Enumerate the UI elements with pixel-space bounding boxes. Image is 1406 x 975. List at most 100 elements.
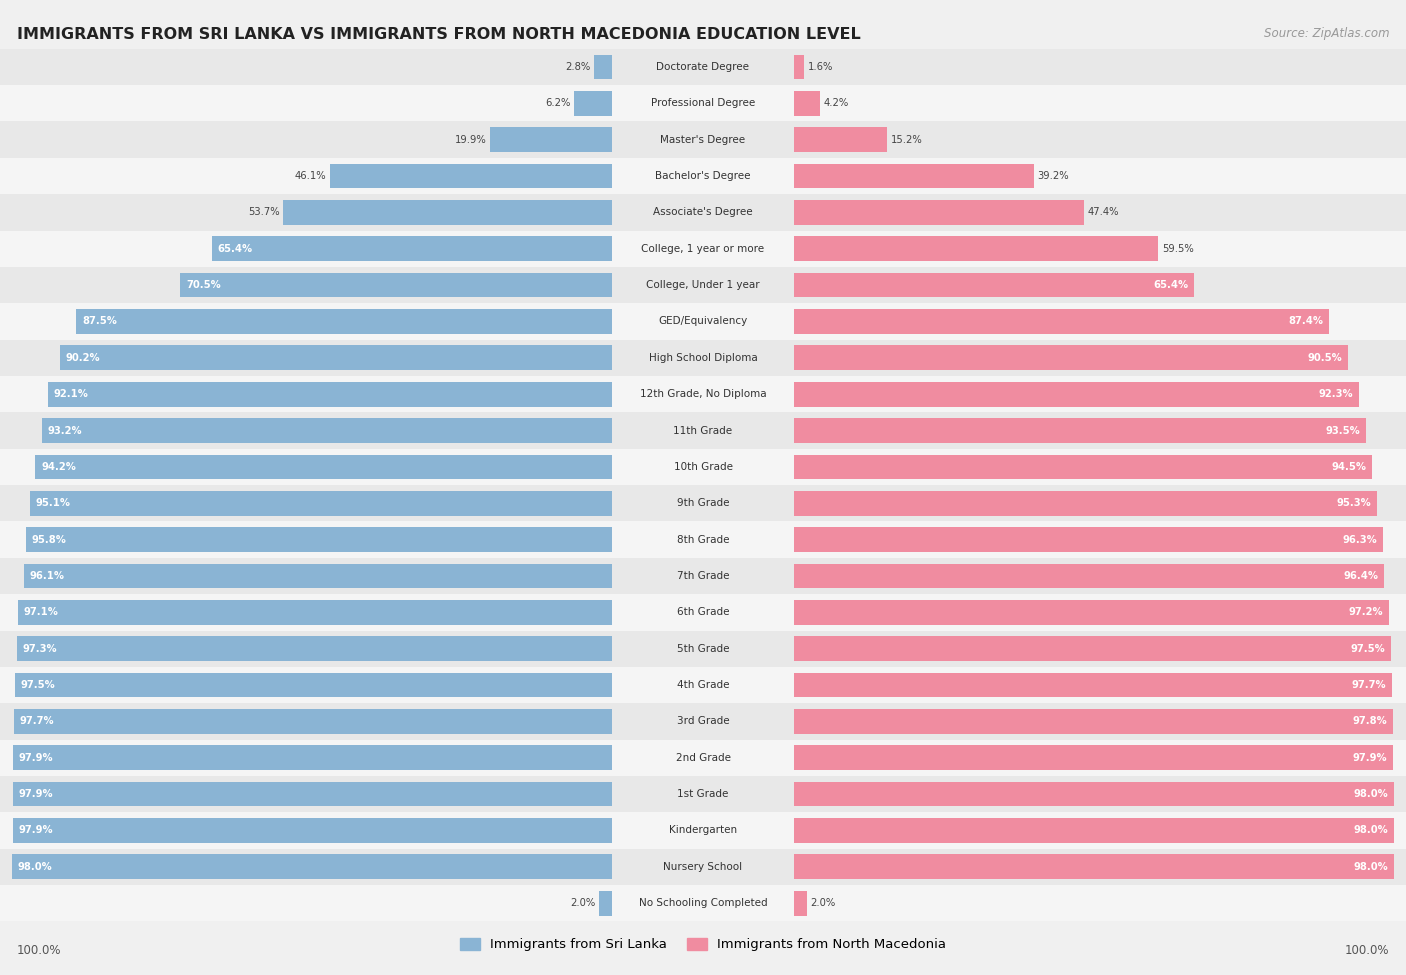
Text: 94.5%: 94.5%: [1331, 462, 1367, 472]
Bar: [599, 891, 612, 916]
Text: 97.5%: 97.5%: [21, 680, 56, 690]
Text: 97.1%: 97.1%: [24, 607, 58, 617]
Text: 2.0%: 2.0%: [810, 898, 835, 908]
Bar: [13, 854, 612, 879]
Bar: [794, 818, 1393, 842]
Text: College, Under 1 year: College, Under 1 year: [647, 280, 759, 291]
Bar: [0, 703, 1406, 740]
Bar: [794, 709, 1392, 734]
Text: 92.1%: 92.1%: [53, 389, 89, 399]
Bar: [76, 309, 612, 333]
Text: 97.7%: 97.7%: [20, 717, 55, 726]
Text: IMMIGRANTS FROM SRI LANKA VS IMMIGRANTS FROM NORTH MACEDONIA EDUCATION LEVEL: IMMIGRANTS FROM SRI LANKA VS IMMIGRANTS …: [17, 27, 860, 42]
Bar: [30, 490, 612, 516]
Bar: [17, 637, 612, 661]
Bar: [794, 273, 1194, 297]
Text: Professional Degree: Professional Degree: [651, 98, 755, 108]
Bar: [35, 454, 612, 480]
Text: 97.5%: 97.5%: [1350, 644, 1385, 653]
Text: 3rd Grade: 3rd Grade: [676, 717, 730, 726]
Bar: [0, 267, 1406, 303]
Text: 97.9%: 97.9%: [18, 826, 53, 836]
Bar: [13, 746, 612, 770]
Text: 9th Grade: 9th Grade: [676, 498, 730, 508]
Text: Associate's Degree: Associate's Degree: [654, 208, 752, 217]
Bar: [794, 854, 1393, 879]
Bar: [25, 527, 612, 552]
Bar: [794, 236, 1159, 261]
Bar: [0, 303, 1406, 339]
Text: Doctorate Degree: Doctorate Degree: [657, 62, 749, 72]
Legend: Immigrants from Sri Lanka, Immigrants from North Macedonia: Immigrants from Sri Lanka, Immigrants fr…: [454, 933, 952, 956]
Bar: [794, 673, 1392, 697]
Bar: [794, 91, 820, 116]
Text: 100.0%: 100.0%: [17, 944, 62, 957]
Bar: [283, 200, 612, 224]
Bar: [0, 667, 1406, 703]
Text: 10th Grade: 10th Grade: [673, 462, 733, 472]
Bar: [48, 382, 612, 407]
Text: 87.5%: 87.5%: [82, 317, 117, 327]
Text: 93.2%: 93.2%: [48, 425, 82, 436]
Bar: [24, 564, 612, 588]
Text: 65.4%: 65.4%: [218, 244, 252, 254]
Text: 12th Grade, No Diploma: 12th Grade, No Diploma: [640, 389, 766, 399]
Bar: [0, 339, 1406, 376]
Text: 59.5%: 59.5%: [1161, 244, 1194, 254]
Bar: [794, 382, 1360, 407]
Bar: [0, 776, 1406, 812]
Text: 53.7%: 53.7%: [247, 208, 280, 217]
Bar: [794, 600, 1389, 625]
Bar: [595, 55, 612, 79]
Text: Nursery School: Nursery School: [664, 862, 742, 872]
Text: Kindergarten: Kindergarten: [669, 826, 737, 836]
Text: No Schooling Completed: No Schooling Completed: [638, 898, 768, 908]
Bar: [0, 194, 1406, 230]
Text: 87.4%: 87.4%: [1288, 317, 1323, 327]
Bar: [794, 490, 1378, 516]
Text: 4th Grade: 4th Grade: [676, 680, 730, 690]
Text: Source: ZipAtlas.com: Source: ZipAtlas.com: [1264, 27, 1389, 40]
Bar: [0, 122, 1406, 158]
Text: 98.0%: 98.0%: [18, 862, 52, 872]
Text: 39.2%: 39.2%: [1038, 171, 1070, 181]
Text: 6th Grade: 6th Grade: [676, 607, 730, 617]
Text: 97.9%: 97.9%: [18, 789, 53, 800]
Text: 4.2%: 4.2%: [824, 98, 849, 108]
Bar: [18, 600, 612, 625]
Bar: [0, 522, 1406, 558]
Text: 97.8%: 97.8%: [1353, 717, 1386, 726]
Text: 1.6%: 1.6%: [807, 62, 834, 72]
Bar: [794, 527, 1384, 552]
Bar: [794, 746, 1393, 770]
Text: 70.5%: 70.5%: [186, 280, 221, 291]
Text: 94.2%: 94.2%: [41, 462, 76, 472]
Text: High School Diploma: High School Diploma: [648, 353, 758, 363]
Bar: [0, 486, 1406, 522]
Bar: [794, 418, 1367, 443]
Bar: [0, 558, 1406, 594]
Bar: [13, 782, 612, 806]
Bar: [0, 740, 1406, 776]
Text: 98.0%: 98.0%: [1354, 789, 1388, 800]
Text: 97.2%: 97.2%: [1348, 607, 1384, 617]
Bar: [489, 128, 612, 152]
Text: 6.2%: 6.2%: [544, 98, 571, 108]
Text: 97.9%: 97.9%: [1353, 753, 1388, 762]
Bar: [794, 891, 807, 916]
Bar: [0, 412, 1406, 449]
Text: 11th Grade: 11th Grade: [673, 425, 733, 436]
Text: 93.5%: 93.5%: [1326, 425, 1361, 436]
Bar: [0, 631, 1406, 667]
Bar: [0, 49, 1406, 85]
Text: 95.8%: 95.8%: [31, 534, 66, 545]
Bar: [42, 418, 612, 443]
Bar: [0, 848, 1406, 885]
Text: 97.3%: 97.3%: [22, 644, 56, 653]
Text: 98.0%: 98.0%: [1354, 826, 1388, 836]
Bar: [0, 448, 1406, 486]
Text: 2.0%: 2.0%: [571, 898, 596, 908]
Text: 92.3%: 92.3%: [1319, 389, 1354, 399]
Bar: [794, 55, 804, 79]
Text: 1st Grade: 1st Grade: [678, 789, 728, 800]
